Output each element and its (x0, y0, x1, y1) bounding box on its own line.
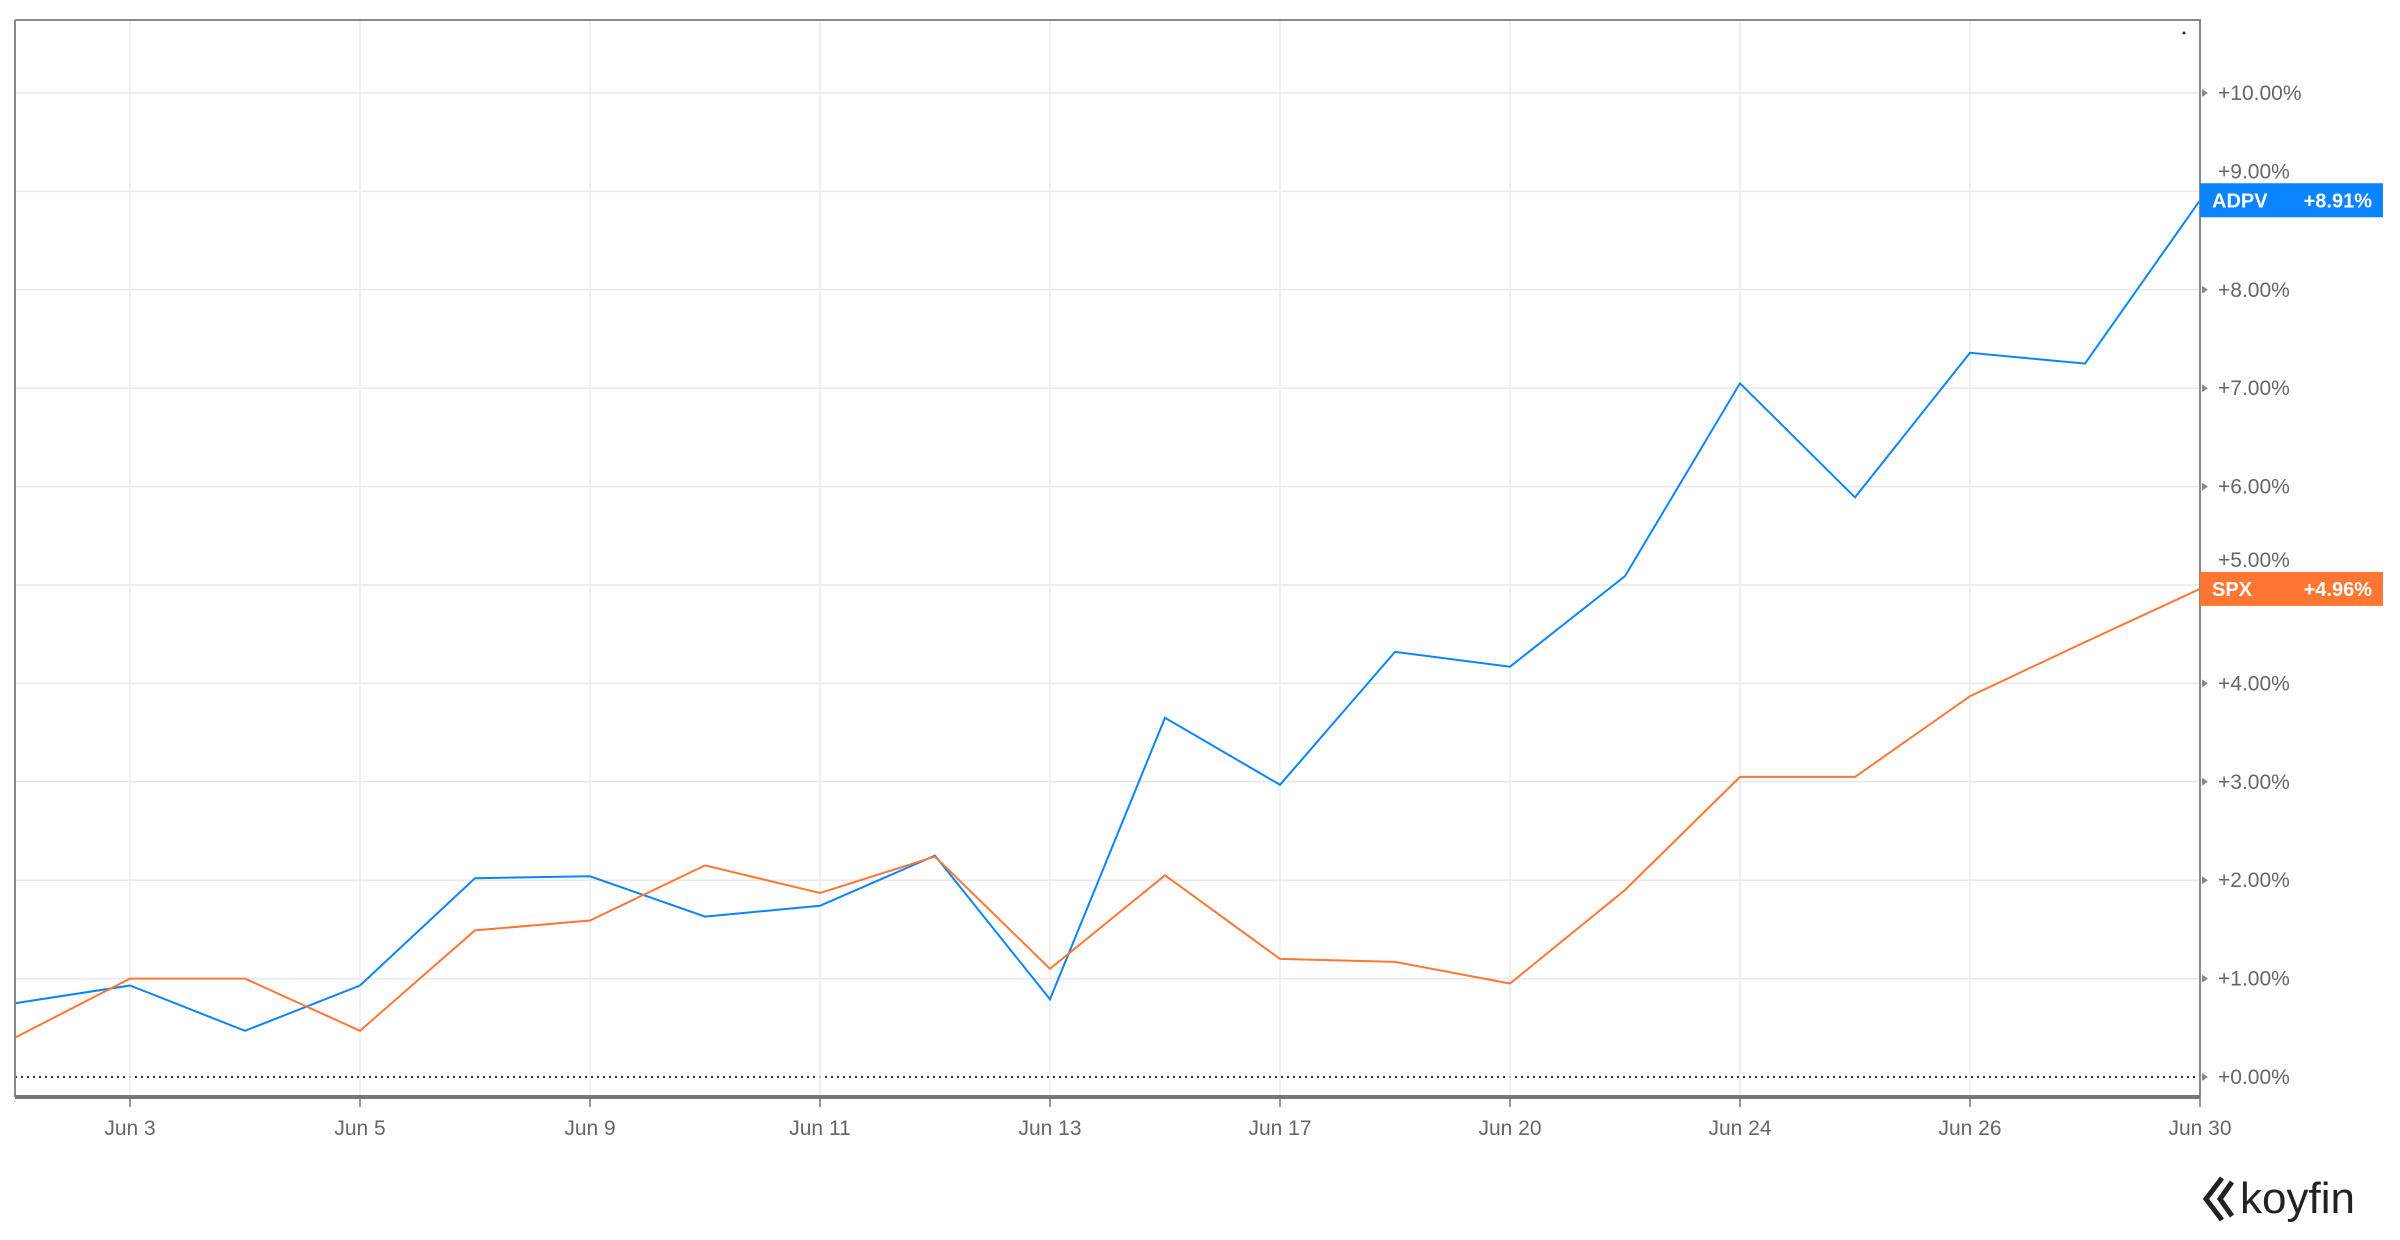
y-tick-label: +9.00% (2218, 160, 2290, 183)
last-value-label: +8.91% (2304, 190, 2373, 212)
y-tick-label: +0.00% (2218, 1066, 2290, 1089)
y-tick-label: +2.00% (2218, 869, 2290, 892)
last-value-label: +4.96% (2304, 579, 2373, 601)
y-tick-mark (2202, 876, 2208, 885)
y-tick-mark (2202, 1073, 2208, 1081)
series-line-adpv (14, 199, 2201, 1032)
y-tick-label: +1.00% (2218, 968, 2290, 991)
koyfin-logo: koyfin (2202, 1174, 2355, 1223)
logo-text: koyfin (2240, 1174, 2355, 1223)
x-tick-label: Jun 11 (789, 1117, 851, 1140)
x-tick-label: Jun 30 (2168, 1117, 2231, 1140)
x-tick-label: Jun 3 (104, 1117, 155, 1140)
x-tick-label: Jun 13 (1018, 1117, 1081, 1140)
grid (15, 20, 2201, 1097)
y-tick-mark (2202, 285, 2208, 294)
series-name-label: ADPV (2212, 190, 2268, 212)
x-tick-label: Jun 5 (334, 1117, 385, 1140)
series-name-label: SPX (2212, 579, 2253, 601)
y-tick-mark (2202, 974, 2208, 983)
plot-frame (15, 19, 2201, 1097)
y-tick-label: +7.00% (2218, 377, 2290, 400)
x-tick-label: Jun 17 (1248, 1117, 1311, 1140)
x-tick-label: Jun 20 (1478, 1117, 1541, 1140)
last-value-tag-bg (2200, 571, 2383, 606)
x-tick-label: Jun 26 (1938, 1117, 2001, 1140)
last-value-tag-bg (2200, 183, 2383, 218)
y-tick-label: +3.00% (2218, 771, 2290, 794)
y-tick-label: +10.00% (2218, 82, 2302, 105)
y-tick-mark (2202, 89, 2208, 97)
series-line-spx (14, 587, 2201, 1039)
y-tick-label: +5.00% (2218, 549, 2290, 572)
y-tick-label: +8.00% (2218, 279, 2290, 302)
series-lines (14, 199, 2201, 1039)
y-tick-label: +6.00% (2218, 476, 2290, 499)
koyfin-chevron-icon (2202, 1176, 2235, 1222)
y-tick-mark (2202, 777, 2208, 786)
last-value-tags: ADPV +8.91% SPX +4.96% (2200, 183, 2383, 606)
y-tick-mark (2202, 679, 2208, 688)
x-tick-label: Jun 9 (564, 1117, 615, 1140)
y-tick-label: +4.00% (2218, 672, 2290, 695)
y-tick-mark (2202, 482, 2208, 491)
axes: +0.00% +1.00% +2.00% +3.00% +4.00% +5.00% +6.0… (14, 19, 2302, 1140)
x-tick-label: Jun 24 (1708, 1117, 1771, 1140)
y-tick-mark (2202, 384, 2208, 393)
corner-dot (2182, 31, 2186, 35)
